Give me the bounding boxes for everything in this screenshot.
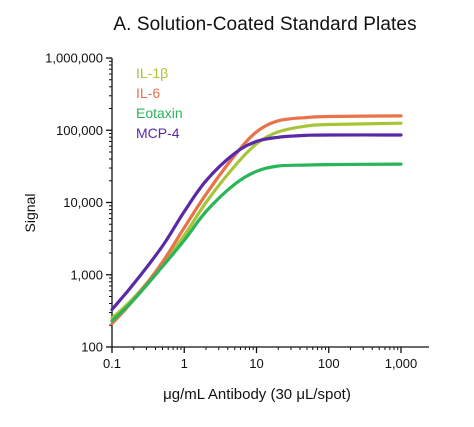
chart-title: A. Solution-Coated Standard Plates: [113, 14, 417, 35]
x-axis-label: μg/mL Antibody (30 μL/spot): [163, 386, 351, 403]
x-tick-label: 1: [181, 356, 188, 371]
series-line-il-1-: [110, 121, 403, 320]
legend-entry-mcp-4: MCP-4: [136, 125, 180, 141]
legend-entry-eotaxin: Eotaxin: [136, 105, 183, 121]
x-tick-label: 100: [318, 356, 340, 371]
legend-entry-il-1-: IL-1β: [136, 65, 168, 81]
y-tick-label: 10,000: [63, 195, 103, 210]
series-line-eotaxin: [110, 162, 403, 323]
series-line-il-6: [110, 114, 403, 326]
y-tick-label: 100: [81, 340, 103, 355]
legend-entry-il-6: IL-6: [136, 85, 160, 101]
y-tick-label: 1,000,000: [45, 51, 103, 66]
x-tick-label: 0.1: [103, 356, 121, 371]
y-tick-label: 1,000: [70, 267, 103, 282]
y-tick-label: 100,000: [56, 123, 103, 138]
axes: 100 1,000 10,000 100,000 1,000,000 0.1 1 10 100 1…: [45, 51, 429, 371]
x-tick-label: 10: [249, 356, 263, 371]
series-lines: [110, 114, 403, 326]
legend: IL-1β IL-6 Eotaxin MCP-4: [136, 65, 183, 141]
x-tick-label: 1,000: [385, 356, 418, 371]
series-line-mcp-4: [110, 133, 403, 312]
